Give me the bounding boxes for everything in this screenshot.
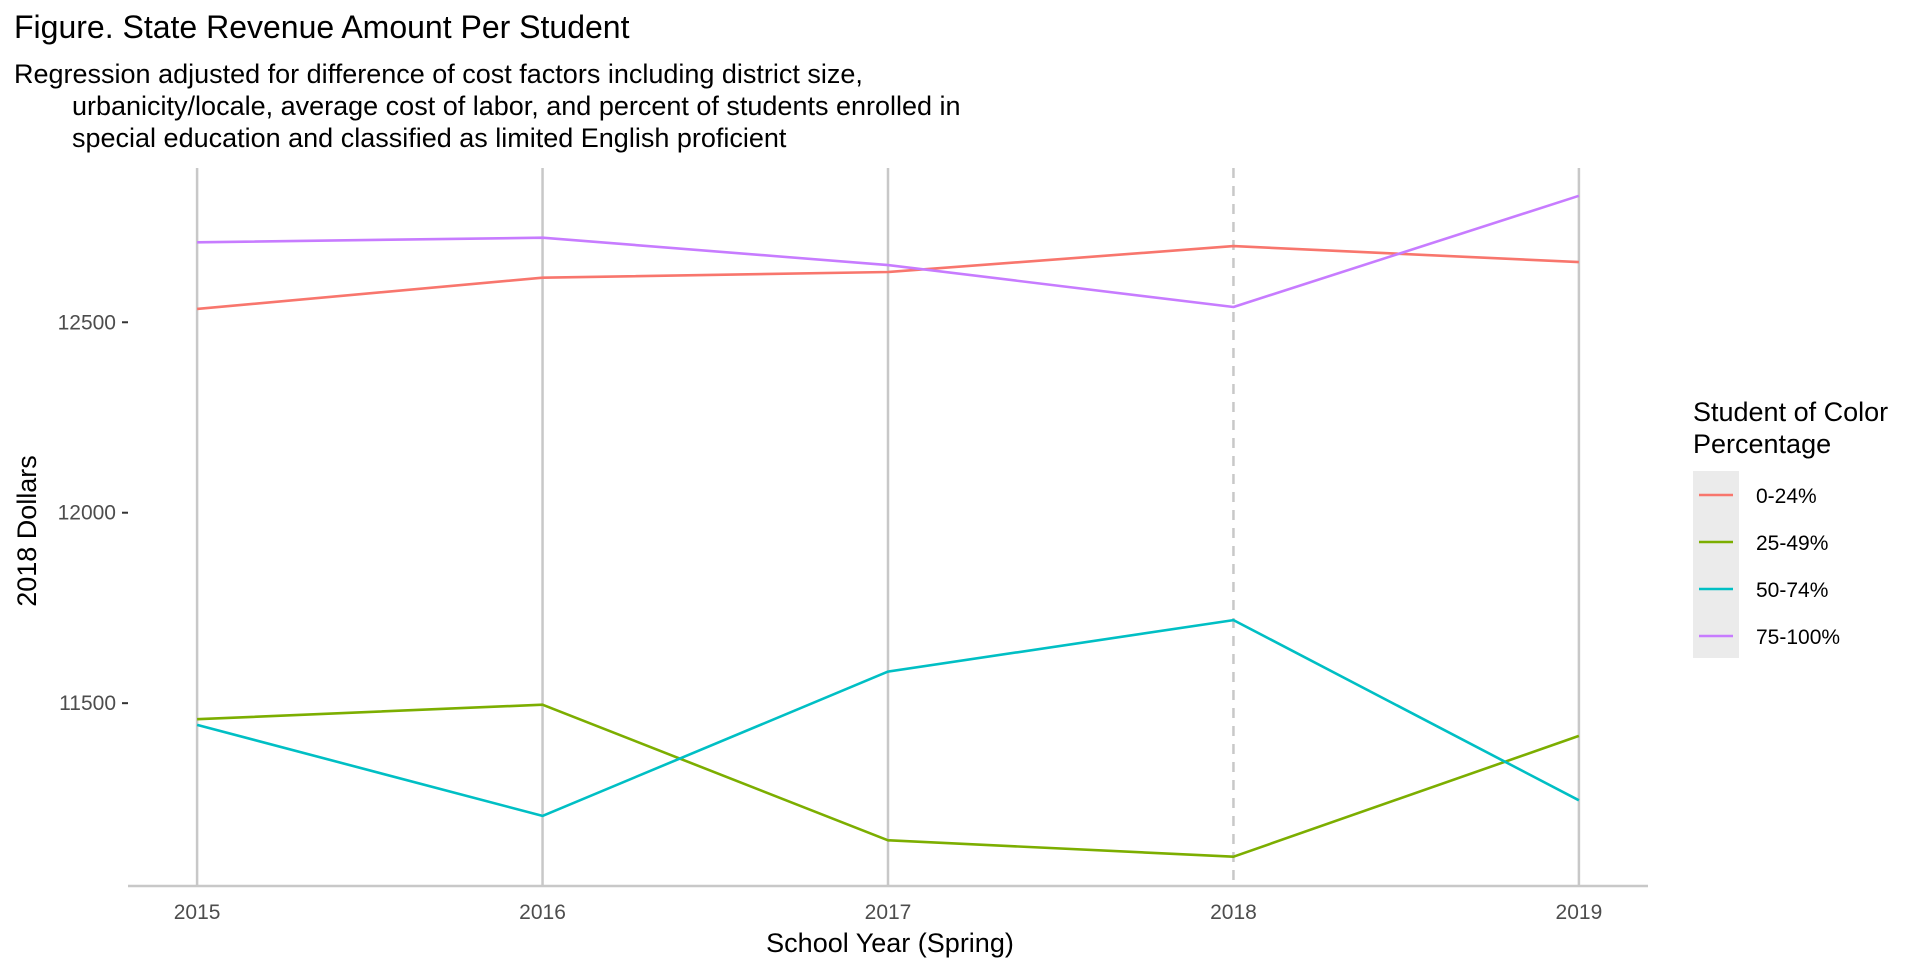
legend-items: 0-24% 25-49% 50-74% 75-100% bbox=[1699, 485, 1840, 649]
series-line-25-49% bbox=[197, 703, 1580, 859]
chart-subtitle-line-1: Regression adjusted for difference of co… bbox=[14, 59, 863, 89]
legend-label-50-74%: 50-74% bbox=[1756, 579, 1828, 602]
series-line-0-24% bbox=[196, 244, 1579, 311]
x-tick-label-2015: 2015 bbox=[174, 901, 221, 924]
series-line-75-100% bbox=[197, 194, 1580, 309]
y-tick-label-11500: 11500 bbox=[59, 692, 116, 715]
series-line-50-74% bbox=[196, 618, 1580, 818]
chart-subtitle-line-3: special education and classified as limi… bbox=[72, 123, 787, 153]
x-axis-title: School Year (Spring) bbox=[766, 928, 1014, 958]
legend-label-25-49%: 25-49% bbox=[1756, 532, 1828, 555]
legend-key-background bbox=[1693, 471, 1739, 658]
legend-title-line-2: Percentage bbox=[1693, 429, 1831, 459]
x-tick-label-2016: 2016 bbox=[519, 901, 566, 924]
chart-title: Figure. State Revenue Amount Per Student bbox=[14, 9, 630, 45]
y-axis-title: 2018 Dollars bbox=[12, 455, 42, 607]
y-tick-label-12500: 12500 bbox=[58, 311, 116, 334]
y-tick-label-12000: 12000 bbox=[58, 502, 116, 525]
x-tick-label-2018: 2018 bbox=[1210, 901, 1257, 924]
legend-label-75-100%: 75-100% bbox=[1756, 626, 1840, 649]
axes: 2015 2016 2017 2018 2019 11500 12000 12500 bbox=[58, 311, 1648, 924]
grid-lines bbox=[195, 168, 1581, 886]
legend-label-0-24%: 0-24% bbox=[1756, 485, 1817, 508]
legend-title-line-1: Student of Color bbox=[1693, 397, 1888, 427]
chart-subtitle-line-2: urbanicity/locale, average cost of labor… bbox=[72, 91, 961, 121]
x-tick-label-2017: 2017 bbox=[865, 901, 912, 924]
x-tick-label-2019: 2019 bbox=[1556, 901, 1603, 924]
legend: Student of Color Percentage 0-24% 25-49% 5… bbox=[1693, 397, 1888, 658]
series-layer bbox=[196, 194, 1580, 859]
